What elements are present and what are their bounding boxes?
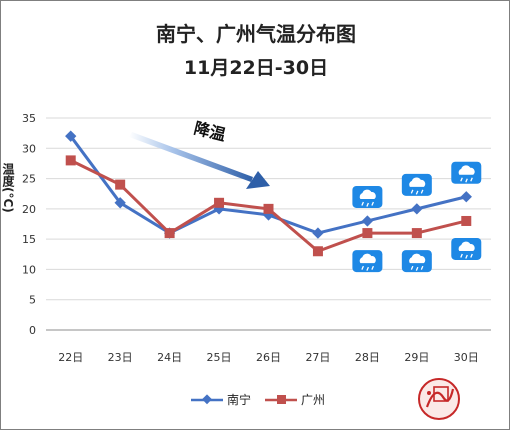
data-point <box>361 215 374 227</box>
y-tick-label: 0 <box>29 324 36 337</box>
rain-drop <box>415 190 419 195</box>
data-point <box>164 228 175 239</box>
y-tick-label: 25 <box>22 173 36 186</box>
data-point <box>411 203 423 215</box>
chart-title: 南宁、广州气温分布图 <box>156 22 356 46</box>
x-tick-label: 24日 <box>157 351 182 364</box>
x-tick-label: 29日 <box>404 351 429 364</box>
cooling-trend-arrow: 降温 <box>129 118 270 189</box>
x-tick-label: 22日 <box>58 351 83 364</box>
rain-drop <box>415 266 419 271</box>
rain-drop <box>410 189 414 194</box>
x-axis-ticks: 22日 23日 24日 25日 26日 27日 28日 29日 30日 <box>58 351 479 364</box>
rain-drop <box>470 253 473 258</box>
rain-drop <box>361 265 364 270</box>
cloud-shape <box>458 165 475 175</box>
cma-seal-logo <box>418 378 460 420</box>
x-tick-label: 30日 <box>454 351 479 364</box>
cloud-shape <box>359 253 376 264</box>
rain-drop <box>371 201 374 206</box>
rain-drop <box>460 253 463 258</box>
cloud-shape <box>409 177 426 187</box>
x-tick-label: 23日 <box>108 351 133 364</box>
rain-drop <box>361 201 364 206</box>
rain-icon <box>451 161 482 184</box>
rain-icon <box>401 173 432 196</box>
data-point <box>115 179 126 190</box>
trend-arrow-head <box>246 171 270 189</box>
data-point <box>65 155 76 166</box>
data-point <box>263 203 274 214</box>
trend-arrow-shaft <box>129 132 253 182</box>
data-point <box>312 227 324 239</box>
y-axis-label: 温度(°C) <box>1 163 15 213</box>
chart-subtitle: 11月22日-30日 <box>184 57 328 79</box>
weather-icons <box>352 161 482 273</box>
y-tick-label: 15 <box>22 233 36 246</box>
trend-label: 降温 <box>192 118 228 144</box>
rain-icon <box>451 237 482 260</box>
rain-icon <box>401 250 432 273</box>
rain-icon <box>352 250 383 273</box>
rain-drop <box>420 265 424 270</box>
cloud-shape <box>359 189 376 199</box>
y-tick-label: 20 <box>22 203 36 216</box>
data-point <box>461 215 472 226</box>
legend-marker-guangzhou <box>277 395 286 404</box>
data-point <box>312 246 323 257</box>
legend-label-nanning: 南宁 <box>227 392 251 407</box>
rain-drop <box>371 265 374 270</box>
rain-drop <box>470 177 473 182</box>
rain-drop <box>460 177 463 182</box>
rain-drop <box>366 266 369 271</box>
y-tick-label: 5 <box>29 294 36 307</box>
y-axis-ticks: 0 5 10 15 20 25 30 35 <box>22 112 36 337</box>
rain-drop <box>465 178 468 183</box>
rain-drop <box>465 254 468 259</box>
rain-drop <box>420 189 424 194</box>
data-point <box>411 228 422 239</box>
series-layer <box>65 130 472 257</box>
rain-drop <box>410 265 414 270</box>
cloud-shape <box>458 241 475 251</box>
cloud-shape <box>409 253 426 264</box>
data-point <box>460 191 472 203</box>
x-tick-label: 28日 <box>355 351 380 364</box>
rain-icon <box>352 185 383 208</box>
grid-lines <box>46 117 491 331</box>
y-tick-label: 10 <box>22 263 36 276</box>
data-point <box>362 228 373 239</box>
x-tick-label: 27日 <box>305 351 330 364</box>
legend: 南宁 广州 <box>191 392 325 407</box>
x-tick-label: 25日 <box>207 351 232 364</box>
x-tick-label: 26日 <box>256 351 281 364</box>
legend-marker-nanning <box>202 394 212 405</box>
data-point <box>214 197 225 208</box>
y-tick-label: 30 <box>22 142 36 155</box>
legend-label-guangzhou: 广州 <box>301 393 325 407</box>
y-tick-label: 35 <box>22 112 36 125</box>
rain-drop <box>366 202 369 207</box>
